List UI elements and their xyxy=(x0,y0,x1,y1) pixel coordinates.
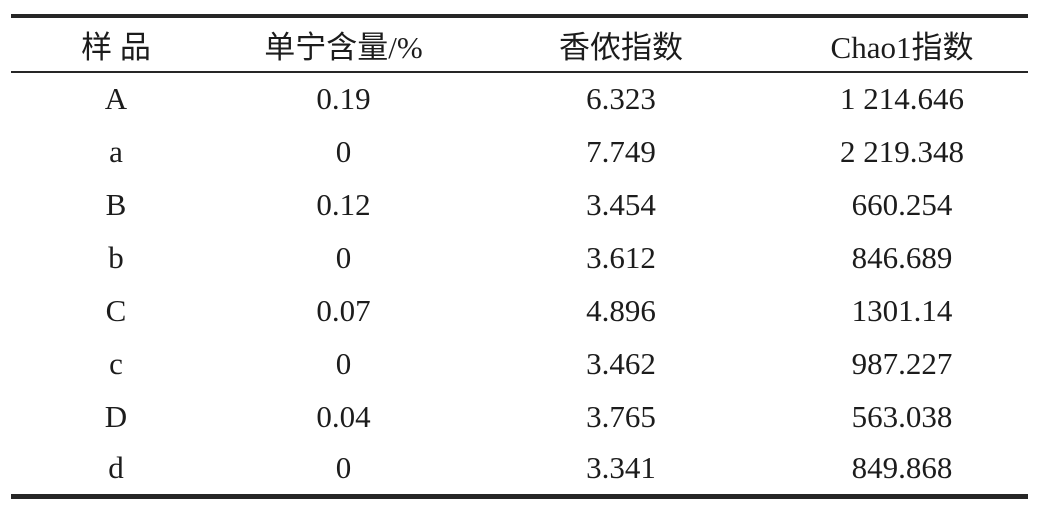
table-row: d 0 3.341 849.868 xyxy=(11,443,1028,496)
cell-sample: b xyxy=(108,239,124,275)
table-row: c 0 3.462 987.227 xyxy=(11,337,1028,390)
table-header: 样 品 单宁含量/% 香侬指数 Chao1指数 xyxy=(11,16,1028,73)
table-row: b 0 3.612 846.689 xyxy=(11,231,1028,284)
column-header-chao1-index: Chao1指数 xyxy=(776,16,1028,73)
cell-chao1: 660.254 xyxy=(851,186,953,222)
cell-sample: B xyxy=(105,186,127,222)
cell-tannin: 0 xyxy=(335,450,352,486)
cell-tannin: 0.19 xyxy=(316,81,371,116)
sample-diversity-table: 样 品 单宁含量/% 香侬指数 Chao1指数 A 0.19 6.323 1 2… xyxy=(11,14,1028,499)
cell-sample: C xyxy=(105,292,127,328)
column-header-sample: 样 品 xyxy=(11,16,221,73)
cell-sample: a xyxy=(109,133,123,169)
cell-tannin: 0.07 xyxy=(316,292,371,328)
cell-tannin: 0 xyxy=(335,239,352,275)
cell-chao1: 1 214.646 xyxy=(840,81,964,116)
cell-sample: A xyxy=(104,81,128,116)
table-row: C 0.07 4.896 1301.14 xyxy=(11,284,1028,337)
table-body: A 0.19 6.323 1 214.646 a 0 7.749 2 219.3… xyxy=(11,72,1028,496)
column-header-shannon-index: 香侬指数 xyxy=(466,16,776,73)
cell-chao1: 2 219.348 xyxy=(840,133,964,169)
cell-shannon: 4.896 xyxy=(586,292,656,328)
cell-shannon: 3.765 xyxy=(586,398,656,434)
table-row: D 0.04 3.765 563.038 xyxy=(11,390,1028,443)
header-row: 样 品 单宁含量/% 香侬指数 Chao1指数 xyxy=(11,16,1028,73)
table-row: B 0.12 3.454 660.254 xyxy=(11,178,1028,231)
cell-shannon: 3.612 xyxy=(586,239,656,275)
cell-chao1: 849.868 xyxy=(851,450,953,486)
cell-sample: D xyxy=(104,398,128,434)
cell-chao1: 563.038 xyxy=(851,398,953,434)
cell-shannon: 6.323 xyxy=(586,81,656,116)
cell-chao1: 846.689 xyxy=(851,239,953,275)
cell-chao1: 1301.14 xyxy=(851,292,953,328)
cell-sample: c xyxy=(109,345,123,381)
cell-shannon: 3.454 xyxy=(586,186,656,222)
table-row: A 0.19 6.323 1 214.646 xyxy=(11,72,1028,125)
cell-shannon: 3.341 xyxy=(586,450,656,486)
cell-sample: d xyxy=(108,450,124,486)
cell-tannin: 0 xyxy=(335,345,352,381)
cell-chao1: 987.227 xyxy=(851,345,953,381)
table-row: a 0 7.749 2 219.348 xyxy=(11,125,1028,178)
cell-tannin: 0 xyxy=(335,133,352,169)
cell-shannon: 7.749 xyxy=(586,133,656,169)
cell-shannon: 3.462 xyxy=(586,345,656,381)
column-header-tannin-content: 单宁含量/% xyxy=(221,16,466,73)
cell-tannin: 0.04 xyxy=(316,398,371,434)
cell-tannin: 0.12 xyxy=(316,186,371,222)
